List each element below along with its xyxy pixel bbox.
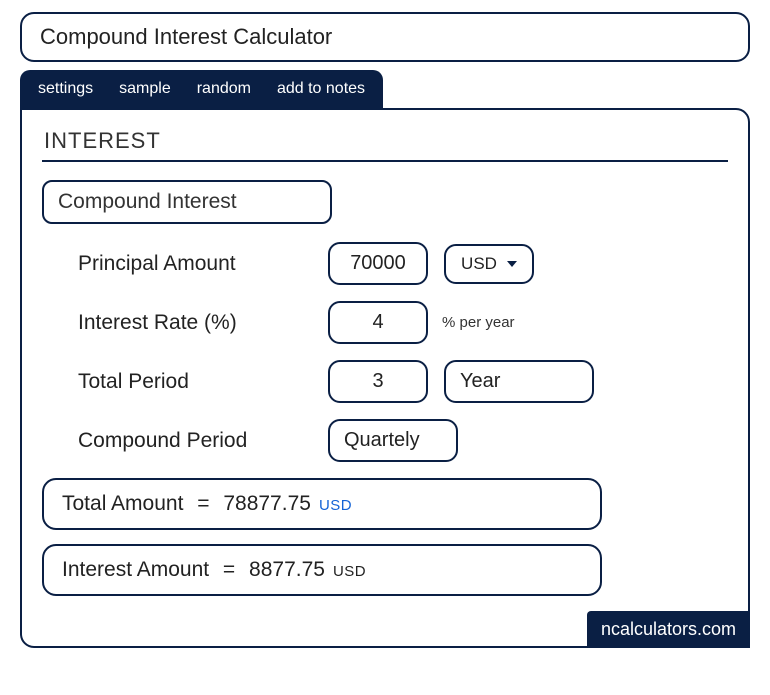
equals-sign: = <box>217 558 241 582</box>
tab-strip: settings sample random add to notes <box>20 70 383 108</box>
period-input[interactable]: 3 <box>328 360 428 403</box>
app-title: Compound Interest Calculator <box>40 24 332 49</box>
result-total-unit: USD <box>319 497 352 514</box>
result-total: Total Amount = 78877.75 USD <box>42 478 602 530</box>
result-interest: Interest Amount = 8877.75 USD <box>42 544 602 596</box>
calc-mode-label: Compound Interest <box>58 190 237 213</box>
tab-settings[interactable]: settings <box>38 80 93 98</box>
app-title-bar: Compound Interest Calculator <box>20 12 750 62</box>
result-total-value: 78877.75 <box>223 492 311 516</box>
row-period: Total Period 3 Year <box>78 360 728 403</box>
form-area: Principal Amount 70000 USD Interest Rate… <box>42 242 728 462</box>
compound-period-select[interactable]: Quartely <box>328 419 458 462</box>
equals-sign: = <box>191 492 215 516</box>
currency-select[interactable]: USD <box>444 244 534 284</box>
row-rate: Interest Rate (%) 4 % per year <box>78 301 728 344</box>
compound-label: Compound Period <box>78 429 328 453</box>
currency-label: USD <box>461 254 497 274</box>
brand-badge: ncalculators.com <box>587 611 750 648</box>
principal-input[interactable]: 70000 <box>328 242 428 285</box>
result-interest-value: 8877.75 <box>249 558 325 582</box>
row-compound: Compound Period Quartely <box>78 419 728 462</box>
section-heading: INTEREST <box>42 124 728 162</box>
chevron-down-icon <box>507 261 517 267</box>
rate-input[interactable]: 4 <box>328 301 428 344</box>
result-total-label: Total Amount <box>62 492 183 516</box>
rate-label: Interest Rate (%) <box>78 311 328 335</box>
calculator-panel: INTEREST Compound Interest Principal Amo… <box>20 108 750 648</box>
principal-value: 70000 <box>350 252 406 275</box>
compound-period-value: Quartely <box>344 429 420 452</box>
result-interest-label: Interest Amount <box>62 558 209 582</box>
tab-add-to-notes[interactable]: add to notes <box>277 80 365 98</box>
principal-label: Principal Amount <box>78 252 328 276</box>
period-label: Total Period <box>78 370 328 394</box>
period-value: 3 <box>372 370 383 393</box>
result-interest-unit: USD <box>333 563 366 580</box>
rate-suffix: % per year <box>442 314 515 331</box>
tab-random[interactable]: random <box>197 80 251 98</box>
row-principal: Principal Amount 70000 USD <box>78 242 728 285</box>
rate-value: 4 <box>372 311 383 334</box>
tab-sample[interactable]: sample <box>119 80 171 98</box>
calc-mode-select[interactable]: Compound Interest <box>42 180 332 224</box>
period-unit-select[interactable]: Year <box>444 360 594 403</box>
period-unit-label: Year <box>460 370 500 393</box>
